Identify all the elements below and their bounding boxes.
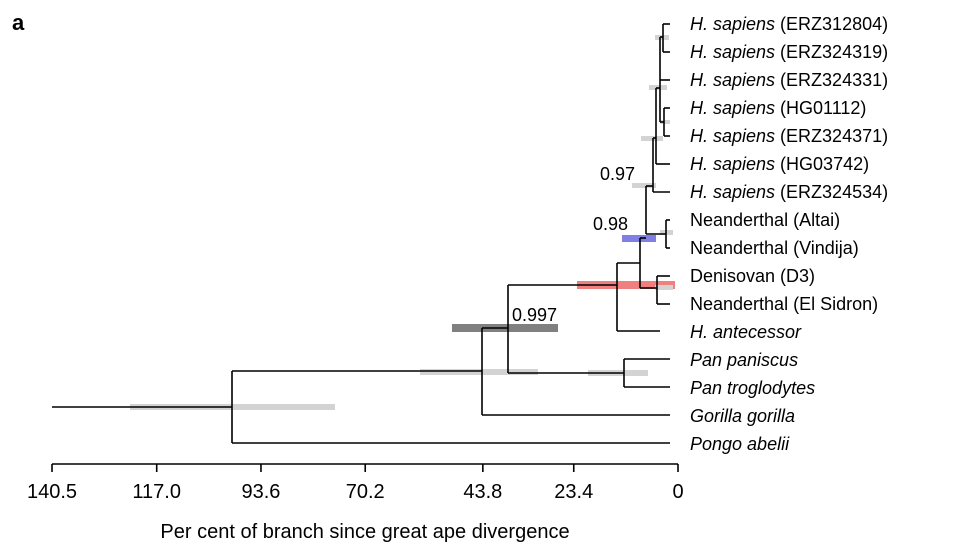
taxon-label-den: Denisovan (D3)	[690, 266, 815, 286]
taxon-label-hs6: H. sapiens (HG03742)	[690, 154, 869, 174]
taxon-label-ggor: Gorilla gorilla	[690, 406, 795, 426]
taxon-label-hs1: H. sapiens (ERZ312804)	[690, 14, 888, 34]
taxon-label-ppan: Pan paniscus	[690, 350, 798, 370]
hpd-bar-african-apes	[420, 369, 538, 375]
taxon-label-ptro: Pan troglodytes	[690, 378, 815, 398]
hpd-bar-neanderthal-sapiens	[622, 235, 656, 242]
support-label-sapiens: 0.97	[600, 164, 635, 184]
taxon-labels: H. sapiens (ERZ312804) H. sapiens (ERZ32…	[690, 14, 888, 454]
taxon-label-hs3: H. sapiens (ERZ324331)	[690, 70, 888, 90]
taxon-label-hs2: H. sapiens (ERZ324319)	[690, 42, 888, 62]
taxon-label-nels: Neanderthal (El Sidron)	[690, 294, 878, 314]
x-tick-label: 70.2	[346, 481, 385, 503]
tree-branches	[52, 23, 670, 444]
taxon-label-pabe: Pongo abelii	[690, 434, 790, 454]
taxon-label-nvin: Neanderthal (Vindija)	[690, 238, 859, 258]
x-tick-label: 43.8	[463, 481, 502, 503]
x-tick-label: 93.6	[241, 481, 280, 503]
x-tick-label: 23.4	[554, 481, 593, 503]
taxon-label-hs5: H. sapiens (ERZ324371)	[690, 126, 888, 146]
x-axis-ticks: 140.5 117.0 93.6 70.2 43.8 23.4 0	[27, 464, 684, 503]
x-tick-label: 140.5	[27, 481, 77, 503]
panel-label: a	[12, 10, 25, 35]
x-tick-label: 117.0	[132, 481, 181, 503]
x-axis: 140.5 117.0 93.6 70.2 43.8 23.4 0 Per cent of …	[27, 463, 684, 543]
hpd-bar-sapiens	[632, 183, 656, 188]
support-label-human-chimp: 0.997	[512, 305, 557, 325]
x-tick-label: 0	[672, 481, 683, 503]
hpd-bar-den-nels	[655, 285, 673, 290]
taxon-label-hs4: H. sapiens (HG01112)	[690, 98, 866, 118]
support-label-nean-sapiens: 0.98	[593, 214, 628, 234]
hpd-bar-sapiens-sub4	[660, 120, 670, 124]
hpd-bar-sapiens-sub1	[641, 136, 663, 141]
taxon-label-hant: H. antecessor	[690, 322, 802, 342]
taxon-label-hs7: H. sapiens (ERZ324534)	[690, 182, 888, 202]
hpd-bar-homo	[577, 281, 675, 289]
support-values: 0.97 0.98 0.997	[512, 164, 635, 325]
x-axis-title: Per cent of branch since great ape diver…	[160, 521, 569, 543]
taxon-label-nalt: Neanderthal (Altai)	[690, 210, 840, 230]
